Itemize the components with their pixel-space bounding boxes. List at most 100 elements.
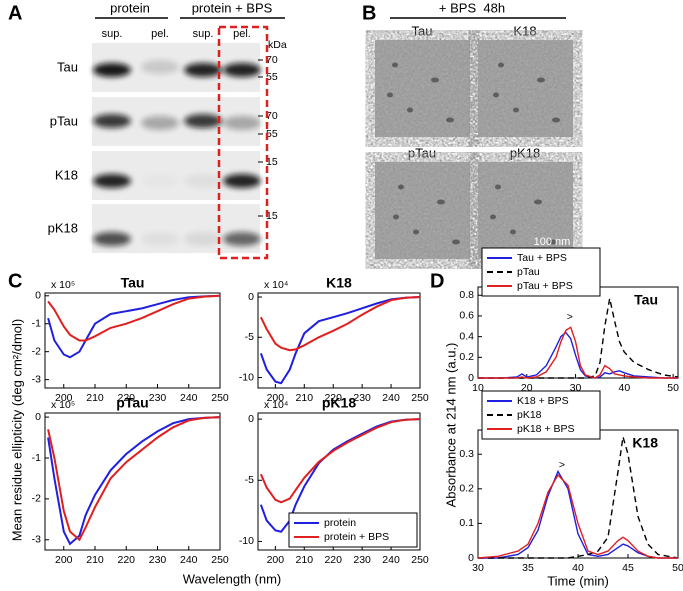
plot-frame bbox=[257, 412, 421, 551]
x-tick-label: 200 bbox=[267, 392, 285, 404]
x-tick-label: 30 bbox=[570, 382, 582, 394]
gel-band bbox=[223, 232, 261, 246]
y-tick-label: 0 bbox=[248, 413, 254, 425]
x-tick-label: 240 bbox=[180, 392, 198, 404]
highlight-box bbox=[217, 25, 269, 260]
annotation: > bbox=[559, 459, 565, 471]
particle bbox=[549, 239, 557, 245]
gel-band bbox=[93, 232, 131, 246]
series-line bbox=[478, 436, 679, 559]
y-tick-label: -2 bbox=[32, 345, 41, 357]
legend-label: pTau bbox=[517, 266, 540, 278]
panel-label: D bbox=[430, 270, 444, 292]
gel-band bbox=[184, 114, 222, 128]
series-line bbox=[259, 296, 421, 385]
x-tick-label: 250 bbox=[211, 392, 229, 404]
marker-label: 55 bbox=[266, 128, 278, 140]
particle bbox=[398, 184, 404, 190]
gel-header: protein + BPS bbox=[192, 0, 273, 15]
lane-label: pel. bbox=[233, 28, 251, 40]
legend-box bbox=[288, 512, 418, 548]
x-tick-label: 20 bbox=[521, 382, 533, 394]
x-tick-label: 240 bbox=[180, 554, 198, 566]
axis-multiplier: x 10⁴ bbox=[264, 279, 288, 291]
plot-frame bbox=[257, 292, 421, 389]
chart-title: Tau bbox=[634, 292, 658, 308]
gel-band bbox=[93, 63, 131, 77]
gel-band bbox=[141, 174, 179, 188]
image-label: Tau bbox=[412, 23, 433, 38]
particle bbox=[498, 62, 504, 68]
y-tick-label: 0.2 bbox=[459, 483, 474, 495]
x-axis-label: Time (min) bbox=[547, 573, 609, 588]
plot-frame bbox=[44, 412, 221, 551]
legend-label: protein bbox=[324, 517, 356, 529]
chart-title: Tau bbox=[121, 275, 145, 291]
legend-label: pK18 bbox=[517, 409, 542, 421]
y-tick-label: -10 bbox=[239, 535, 254, 547]
gel-band bbox=[184, 174, 222, 188]
x-tick-label: 35 bbox=[522, 562, 534, 574]
particle bbox=[446, 117, 454, 123]
x-tick-label: 220 bbox=[324, 554, 342, 566]
x-tick-label: 220 bbox=[324, 392, 342, 404]
axis-multiplier: x 10⁵ bbox=[51, 399, 75, 411]
particle bbox=[510, 229, 516, 235]
legend-label: protein + BPS bbox=[324, 531, 389, 543]
particle bbox=[387, 92, 393, 98]
x-tick-label: 230 bbox=[149, 392, 167, 404]
y-axis-label: Mean residue ellipticity (deg cm²/dmol) bbox=[9, 319, 24, 542]
series-line bbox=[478, 331, 678, 379]
series-line bbox=[259, 296, 421, 352]
x-tick-label: 250 bbox=[411, 392, 429, 404]
plot-frame bbox=[44, 292, 221, 389]
y-tick-label: 0.4 bbox=[459, 330, 474, 342]
gel-band bbox=[141, 116, 179, 130]
y-tick-label: -5 bbox=[245, 331, 254, 343]
gel-band bbox=[223, 116, 261, 130]
x-tick-label: 200 bbox=[55, 554, 73, 566]
series-line bbox=[259, 418, 421, 504]
series-line bbox=[47, 416, 221, 546]
tem-title: + BPS 48h bbox=[439, 0, 505, 15]
x-tick-label: 210 bbox=[86, 392, 104, 404]
marker-label: 70 bbox=[266, 110, 278, 122]
series-line bbox=[47, 294, 221, 359]
particle bbox=[431, 77, 439, 83]
x-tick-label: 220 bbox=[117, 392, 135, 404]
x-tick-label: 210 bbox=[296, 554, 314, 566]
tem-texture bbox=[478, 40, 573, 137]
series-line bbox=[477, 473, 678, 559]
series-line bbox=[478, 298, 679, 379]
gel-band bbox=[223, 174, 261, 188]
particle bbox=[493, 92, 499, 98]
unit-label: kDa bbox=[268, 39, 287, 51]
legend-label: K18 + BPS bbox=[517, 395, 569, 407]
gel-band bbox=[184, 232, 222, 246]
panel-label: A bbox=[8, 2, 22, 24]
scale-bar-label: 100 nm bbox=[534, 236, 571, 248]
particle bbox=[452, 239, 460, 245]
y-tick-label: -3 bbox=[32, 534, 41, 546]
particle bbox=[513, 107, 519, 113]
x-tick-label: 230 bbox=[353, 554, 371, 566]
y-tick-label: -2 bbox=[32, 493, 41, 505]
x-axis-label: Wavelength (nm) bbox=[183, 571, 282, 586]
panel-label: B bbox=[362, 2, 376, 24]
legend-label: pK18 + BPS bbox=[517, 423, 575, 435]
annotation: > bbox=[567, 311, 573, 323]
particle bbox=[437, 199, 445, 205]
marker-label: 70 bbox=[266, 54, 278, 66]
legend-label: Tau + BPS bbox=[517, 252, 567, 264]
row-label: pTau bbox=[50, 113, 78, 128]
particle bbox=[490, 214, 496, 220]
series-line bbox=[47, 416, 221, 542]
image-label: pK18 bbox=[510, 145, 540, 160]
image-label: K18 bbox=[513, 23, 536, 38]
image-label: pTau bbox=[408, 145, 436, 160]
gel-band bbox=[141, 232, 179, 246]
x-tick-label: 50 bbox=[672, 562, 683, 574]
x-tick-label: 240 bbox=[382, 554, 400, 566]
x-tick-label: 45 bbox=[622, 562, 634, 574]
gel-band bbox=[184, 63, 222, 77]
